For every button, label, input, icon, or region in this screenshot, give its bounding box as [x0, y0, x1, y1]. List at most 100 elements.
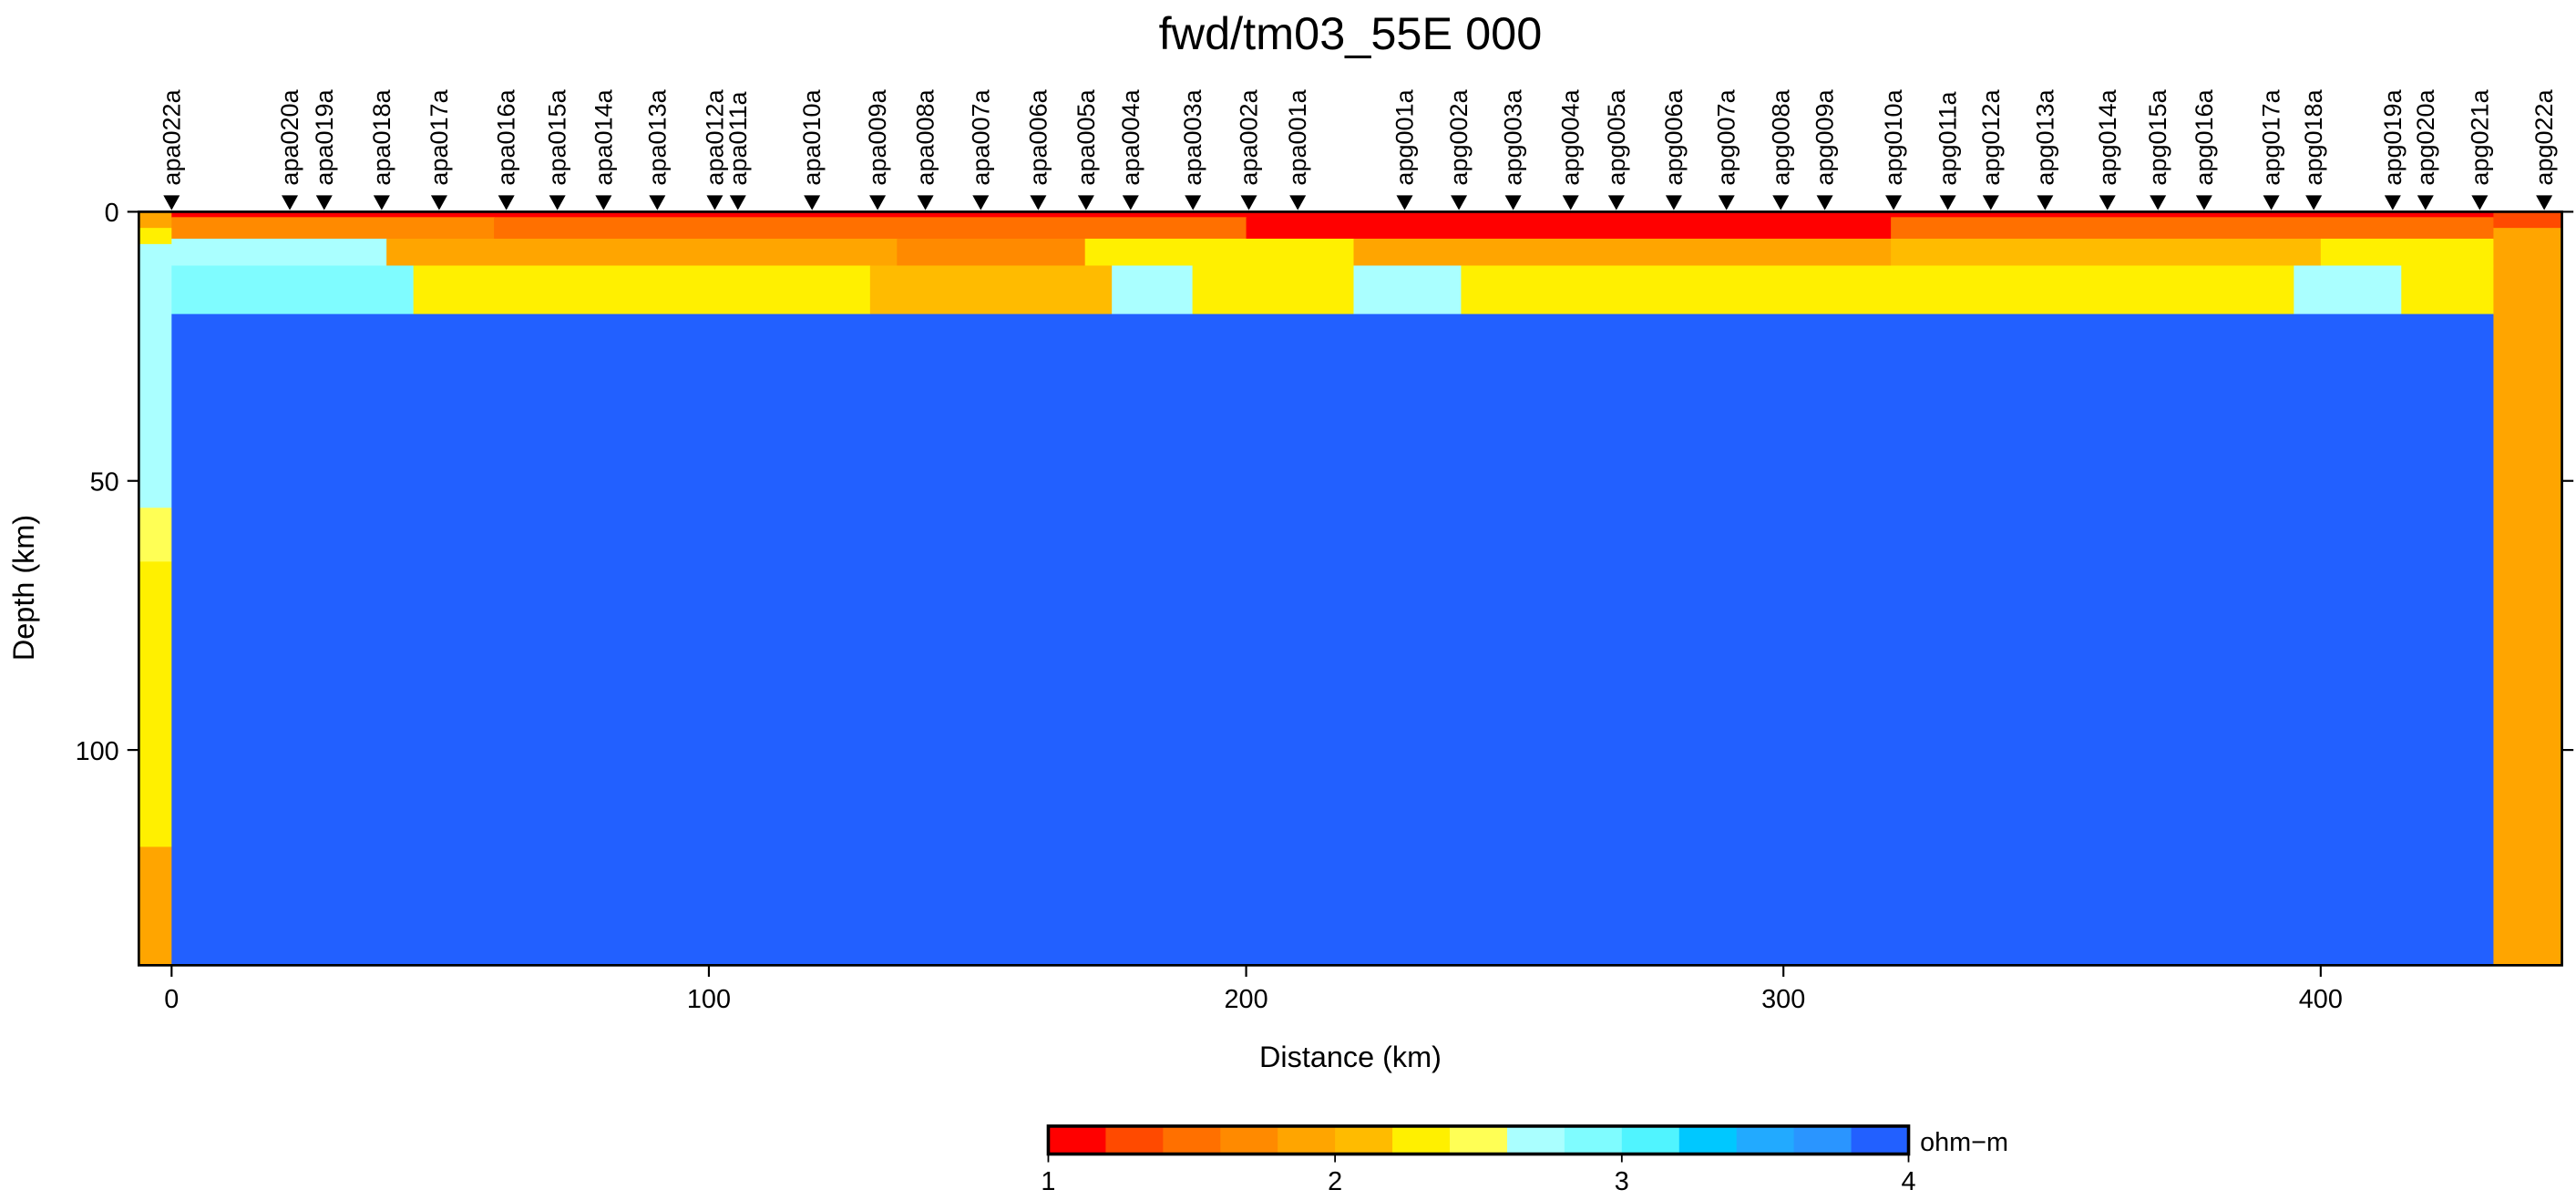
- cell: [869, 265, 1114, 315]
- colorbar-swatch: [1335, 1125, 1393, 1154]
- colorbar-label: ohm−m: [1920, 1128, 2008, 1157]
- colorbar-swatch: [1392, 1125, 1451, 1154]
- colorbar-swatch: [1621, 1125, 1680, 1154]
- station-label: apa016a: [493, 88, 520, 185]
- x-tick-label: 400: [2299, 985, 2343, 1014]
- station-label: apg010a: [1880, 88, 1907, 185]
- cell: [897, 238, 1086, 267]
- station-label: apa002a: [1236, 88, 1263, 185]
- station-marker: [1772, 195, 1790, 210]
- station-label: apg009a: [1811, 88, 1839, 185]
- colorbar-swatch: [1278, 1125, 1337, 1154]
- station-label: apa003a: [1179, 88, 1206, 185]
- station-marker: [1396, 195, 1413, 210]
- station-label: apg005a: [1603, 88, 1630, 185]
- colorbar-tick-label: 3: [1615, 1167, 1629, 1196]
- cell: [139, 846, 173, 967]
- station-label: apg013a: [2031, 88, 2058, 185]
- station-marker: [2384, 195, 2401, 210]
- station-marker: [2305, 195, 2323, 210]
- station-marker: [1939, 195, 1956, 210]
- station-label: apg019a: [2379, 88, 2407, 185]
- axes: 0 100 200 300 400 0 50 100 apa022a apa020a apa019a…: [76, 88, 2574, 1196]
- station-marker: [1816, 195, 1833, 210]
- station-label: apa009a: [864, 88, 891, 185]
- cell: [1112, 265, 1194, 315]
- station-label: apa013a: [643, 88, 671, 185]
- station-label: apa017a: [426, 88, 453, 185]
- station-label: apa010a: [798, 88, 826, 185]
- station-marker: [498, 195, 515, 210]
- station-label: apg021a: [2466, 88, 2493, 185]
- cell: [1783, 265, 2107, 315]
- cell: [2294, 265, 2403, 315]
- station-label: apg007a: [1713, 88, 1740, 185]
- station-marker: [315, 195, 333, 210]
- colorbar-swatch: [1851, 1125, 1910, 1154]
- station-marker: [430, 195, 447, 210]
- cell: [2401, 265, 2494, 315]
- cell: [1461, 265, 1785, 315]
- cell: [139, 228, 173, 245]
- cell: [386, 238, 898, 267]
- cell: [1192, 265, 1355, 315]
- cell: [1891, 238, 2322, 267]
- y-tick-label: 50: [90, 468, 119, 497]
- station-marker: [1030, 195, 1047, 210]
- x-tick-label: 0: [164, 985, 179, 1014]
- station-marker: [1240, 195, 1257, 210]
- cell: [171, 238, 388, 267]
- station-marker: [1885, 195, 1903, 210]
- x-tick-label: 300: [1761, 985, 1805, 1014]
- x-axis-label: Distance (km): [1259, 1041, 1442, 1073]
- station-marker: [2099, 195, 2116, 210]
- cell: [139, 243, 173, 509]
- cell: [139, 508, 173, 563]
- y-tick-label: 0: [105, 199, 119, 228]
- station-marker: [2471, 195, 2489, 210]
- station-label: apa006a: [1024, 88, 1052, 185]
- station-marker: [2195, 195, 2212, 210]
- colorbar-swatch: [1793, 1125, 1852, 1154]
- station-marker: [1665, 195, 1682, 210]
- cell: [2105, 265, 2295, 315]
- station-marker: [649, 195, 666, 210]
- station-label: apg017a: [2258, 88, 2285, 185]
- plot-frame: [137, 210, 2563, 967]
- x-tick-label: 200: [1225, 985, 1268, 1014]
- colorbar-swatch: [1450, 1125, 1508, 1154]
- station-marker: [1982, 195, 1999, 210]
- station-label: apa014a: [590, 88, 617, 185]
- colorbar-swatch: [1736, 1125, 1795, 1154]
- cell: [2320, 238, 2494, 267]
- station-label: apg015a: [2144, 88, 2171, 185]
- station-label: apg022a: [2530, 88, 2558, 185]
- colorbar-swatch: [1105, 1125, 1165, 1154]
- station-label: apa007a: [967, 88, 994, 185]
- cell: [2492, 265, 2563, 967]
- colorbar-swatch: [1220, 1125, 1279, 1154]
- station-label: apg012a: [1977, 88, 2005, 185]
- station-label: apg006a: [1660, 88, 1688, 185]
- station-label: apg002a: [1445, 88, 1473, 185]
- y-axis-label: Depth (km): [7, 515, 40, 661]
- station-label: apa015a: [544, 88, 571, 185]
- station-marker: [1122, 195, 1139, 210]
- y-tick-label: 100: [76, 737, 119, 766]
- cell: [1084, 238, 1355, 267]
- station-marker: [163, 195, 180, 210]
- station-label: apa012a: [701, 88, 728, 185]
- station-label: apa004a: [1117, 88, 1144, 185]
- cell: [413, 265, 871, 315]
- station-marker: [1562, 195, 1579, 210]
- station-label: apg020a: [2412, 88, 2439, 185]
- station-label: apg004a: [1557, 88, 1585, 185]
- station-label: apa005a: [1072, 88, 1100, 185]
- cell: [2492, 211, 2563, 230]
- station-label: apg008a: [1767, 88, 1794, 185]
- cell: [171, 313, 2494, 967]
- colorbar-frame: [1046, 1124, 1911, 1156]
- station-marker: [869, 195, 887, 210]
- station-marker: [1718, 195, 1735, 210]
- cell: [139, 211, 173, 230]
